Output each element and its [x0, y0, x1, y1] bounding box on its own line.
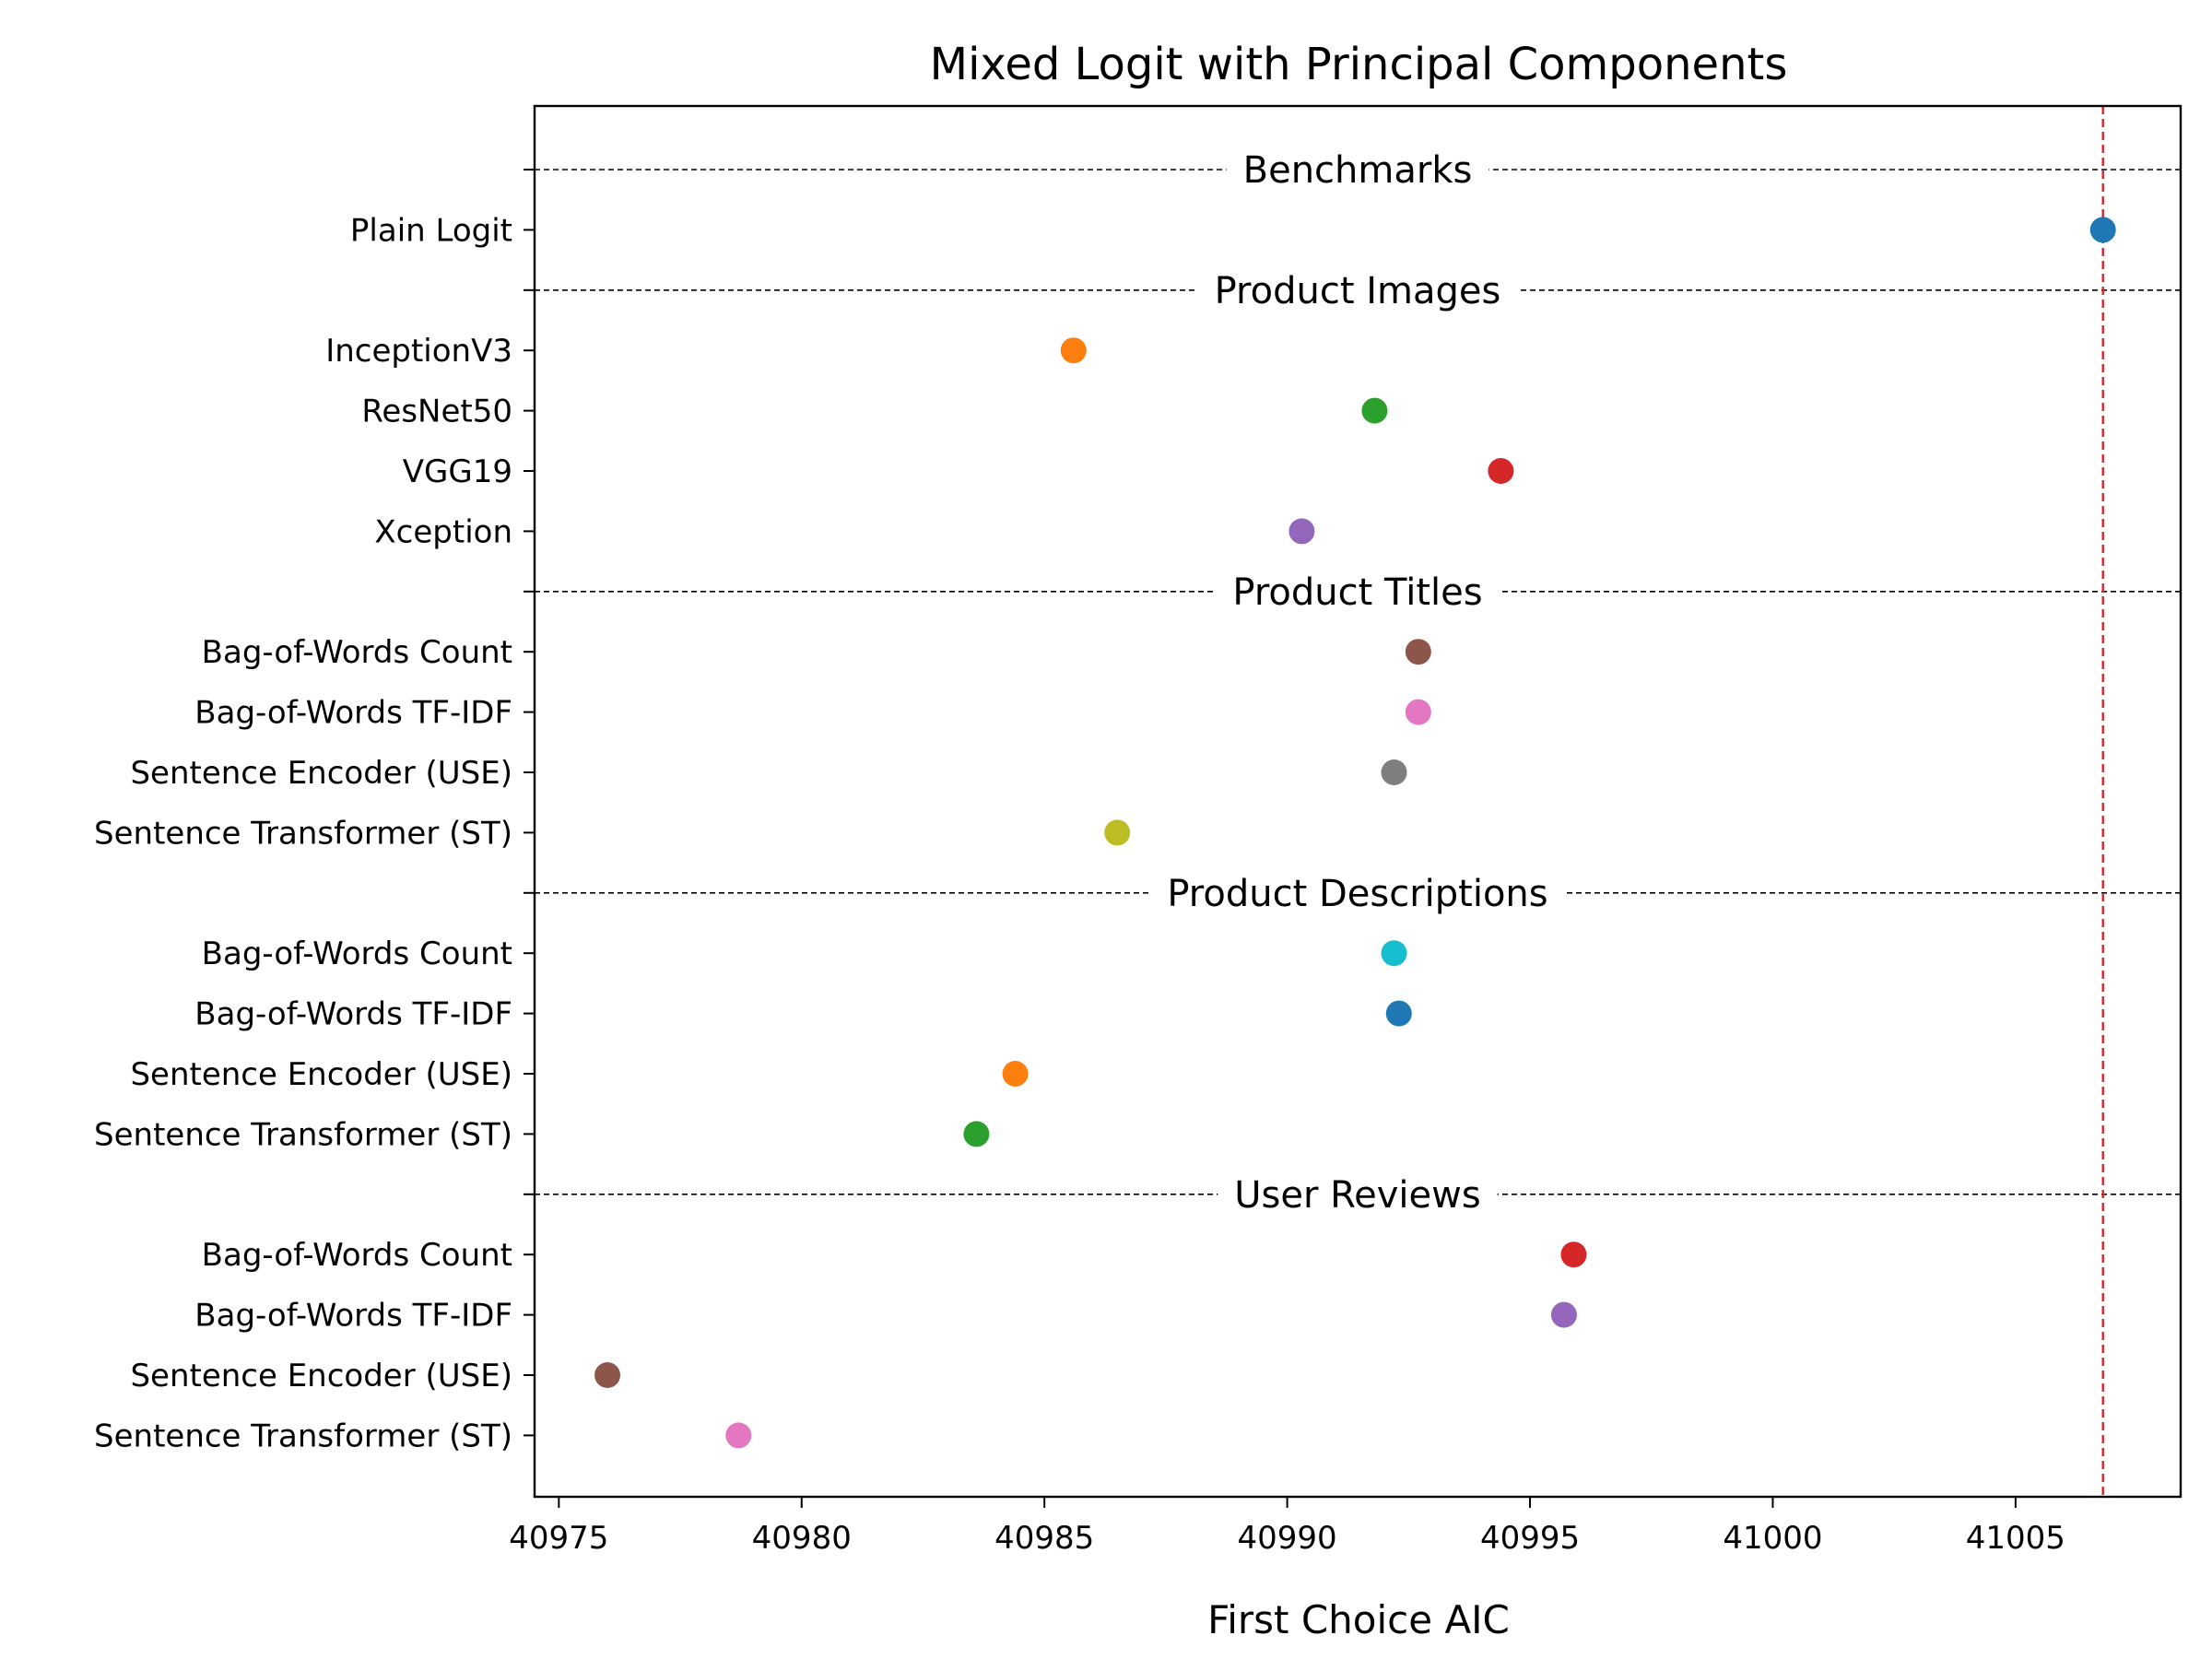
x-axis-label: First Choice AIC: [1207, 1597, 1510, 1642]
group-label-background: [1197, 284, 1518, 296]
x-tick-label: 40980: [752, 1520, 852, 1557]
data-point: [725, 1422, 752, 1449]
y-tick-label: Sentence Transformer (ST): [94, 1116, 512, 1153]
x-tick-label: 40990: [1238, 1520, 1337, 1557]
data-point: [594, 1362, 621, 1388]
y-tick-label: Bag-of-Words TF-IDF: [194, 695, 512, 732]
y-tick-label: ResNet50: [361, 394, 512, 430]
y-tick-label: Sentence Encoder (USE): [130, 755, 512, 792]
chart-title: Mixed Logit with Principal Components: [930, 39, 1788, 90]
group-label: Benchmarks: [1243, 149, 1473, 192]
y-tick-label: Sentence Encoder (USE): [130, 1358, 512, 1394]
data-point: [1381, 940, 1407, 967]
data-point: [963, 1121, 990, 1147]
x-tick-label: 41000: [1723, 1520, 1822, 1557]
x-tick-label: 41005: [1966, 1520, 2065, 1557]
data-point: [1361, 397, 1388, 424]
group-label-background: [1216, 585, 1500, 597]
group-label: Product Titles: [1232, 571, 1482, 614]
data-point: [1550, 1301, 1577, 1328]
y-tick-label: Bag-of-Words TF-IDF: [194, 1298, 512, 1335]
y-tick-label: Xception: [374, 513, 512, 550]
data-point: [1405, 639, 1431, 665]
data-point: [1381, 759, 1407, 785]
y-tick-label: Bag-of-Words Count: [202, 634, 512, 671]
x-tick-label: 40975: [509, 1520, 608, 1557]
group-label: Product Images: [1215, 270, 1501, 312]
group-label: Product Descriptions: [1167, 873, 1547, 915]
group-separators: Benchmarks Product Images Product Titles Pr…: [535, 149, 2181, 1217]
group-label-background: [1218, 1188, 1498, 1200]
y-axis-ticks: Plain Logit InceptionV3 ResNet50 VGG19 Xcept…: [94, 169, 535, 1454]
data-point: [1488, 458, 1514, 484]
data-point: [1288, 518, 1315, 545]
y-tick-label: Bag-of-Words Count: [202, 1237, 512, 1274]
data-points: [594, 217, 2116, 1449]
y-tick-label: Bag-of-Words Count: [202, 935, 512, 972]
y-tick-label: Sentence Transformer (ST): [94, 815, 512, 852]
data-point: [1385, 1000, 1412, 1027]
y-tick-label: Bag-of-Words TF-IDF: [194, 996, 512, 1033]
data-point: [1002, 1061, 1029, 1087]
y-tick-label: InceptionV3: [325, 333, 512, 370]
data-point: [1405, 699, 1431, 725]
group-label-background: [1150, 887, 1565, 899]
plot-area: Benchmarks Product Images Product Titles Pr…: [94, 104, 2183, 1557]
y-tick-label: VGG19: [403, 453, 512, 490]
y-tick-label: Plain Logit: [350, 212, 512, 249]
axes-frame: [533, 104, 2183, 1499]
x-axis-ticks: 40975 40980 40985 40990 40995 41000 41005: [509, 1497, 2065, 1557]
data-point: [1060, 337, 1087, 364]
y-tick-label: Sentence Encoder (USE): [130, 1056, 512, 1093]
x-tick-label: 40995: [1480, 1520, 1580, 1557]
group-label: User Reviews: [1234, 1174, 1480, 1217]
data-point: [1104, 819, 1131, 846]
data-point: [2089, 217, 2116, 243]
data-point: [1560, 1241, 1587, 1268]
x-tick-label: 40985: [994, 1520, 1094, 1557]
group-label-background: [1226, 164, 1489, 175]
y-tick-label: Sentence Transformer (ST): [94, 1418, 512, 1454]
